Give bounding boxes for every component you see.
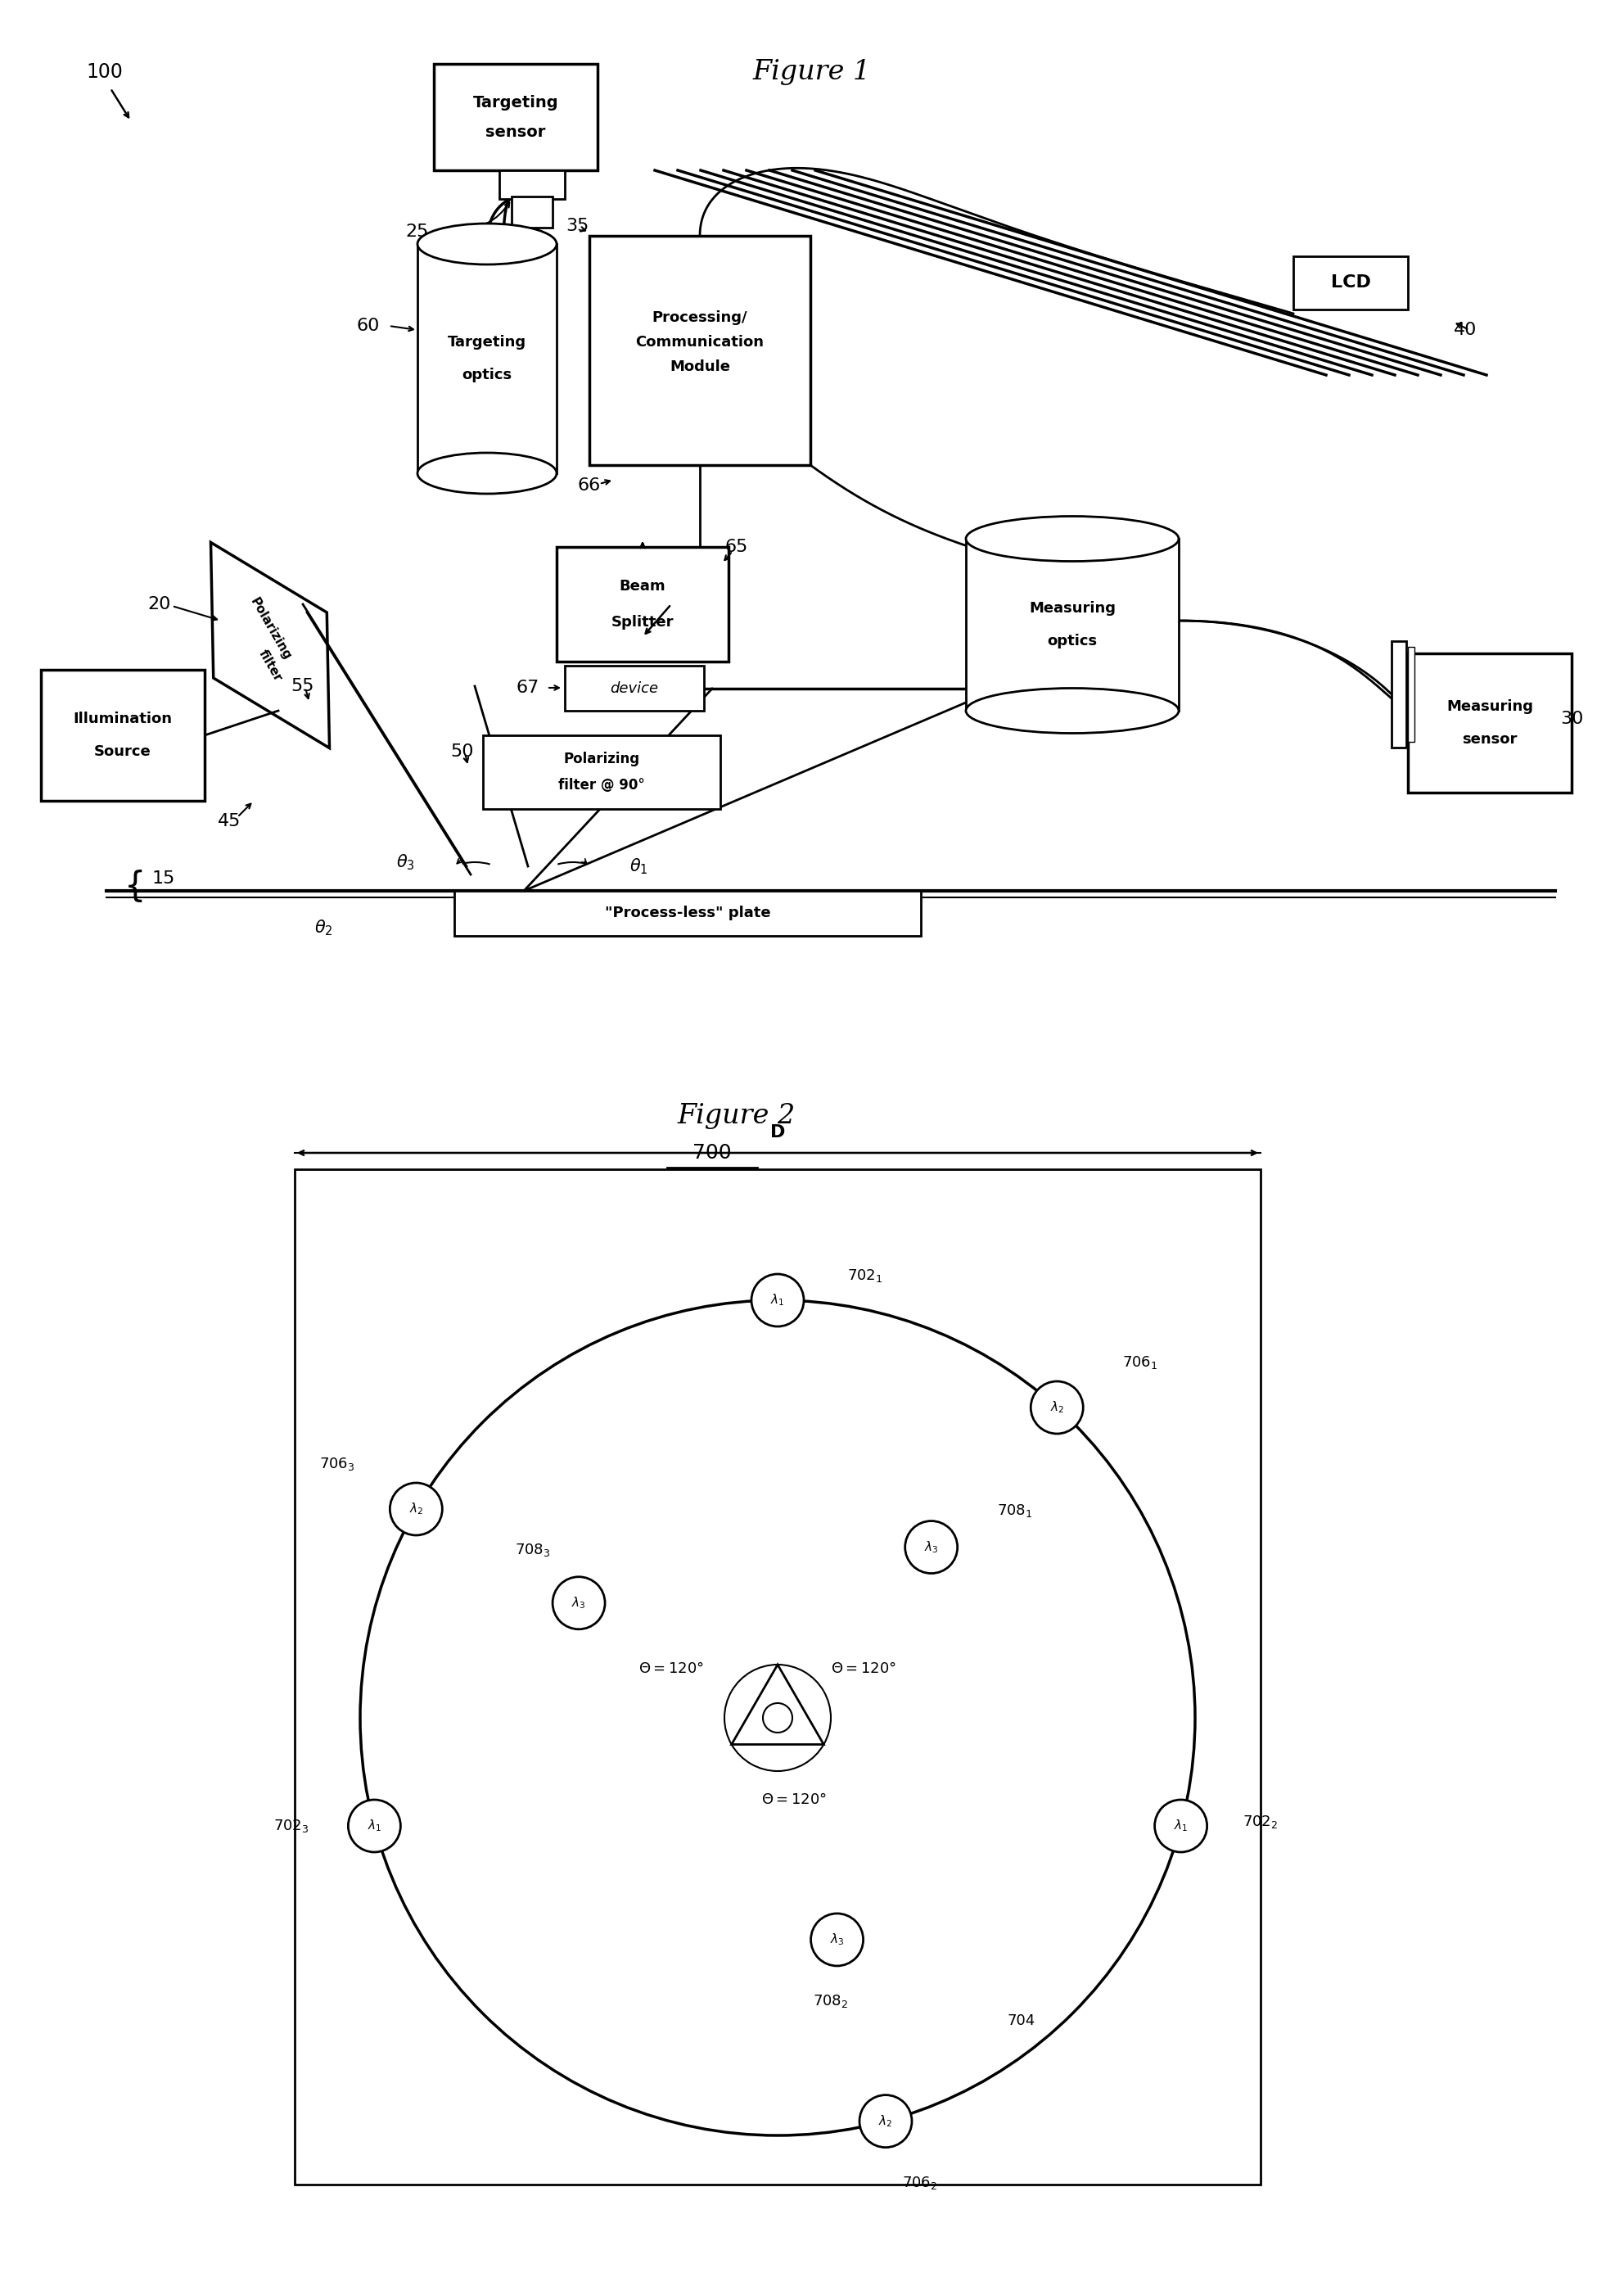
Circle shape — [905, 1521, 958, 1574]
Text: $\Theta = 120°$: $\Theta = 120°$ — [638, 1661, 703, 1677]
Text: Polarizing: Polarizing — [564, 751, 640, 767]
Text: $\Theta = 120°$: $\Theta = 120°$ — [831, 1661, 896, 1677]
Text: LCD: LCD — [1330, 275, 1371, 291]
Text: "Process-less" plate: "Process-less" plate — [604, 905, 770, 921]
Text: 40: 40 — [1453, 321, 1476, 339]
Text: 30: 30 — [1561, 710, 1583, 726]
Text: 700: 700 — [693, 1143, 732, 1164]
Text: $\theta_3$: $\theta_3$ — [396, 852, 414, 873]
Text: 704: 704 — [1007, 2014, 1034, 2028]
Text: $\lambda_1$: $\lambda_1$ — [1174, 1819, 1189, 1833]
Text: Module: Module — [669, 360, 731, 373]
Circle shape — [552, 1576, 606, 1629]
Text: Processing/: Processing/ — [653, 309, 747, 325]
Text: $706_2$: $706_2$ — [901, 2174, 937, 2190]
Text: $702_1$: $702_1$ — [848, 1267, 883, 1283]
Text: Splitter: Splitter — [611, 614, 674, 630]
Text: optics: optics — [1047, 635, 1098, 648]
Text: $\lambda_3$: $\lambda_3$ — [830, 1931, 844, 1947]
Ellipse shape — [417, 454, 557, 495]
Circle shape — [810, 1913, 864, 1966]
Text: $\lambda_3$: $\lambda_3$ — [924, 1540, 939, 1556]
Bar — [590, 236, 810, 465]
Text: device: device — [611, 680, 659, 696]
Ellipse shape — [417, 225, 557, 263]
Text: D: D — [770, 1125, 784, 1141]
Text: $\lambda_3$: $\lambda_3$ — [572, 1595, 586, 1611]
Circle shape — [752, 1274, 804, 1326]
Bar — [1392, 641, 1406, 747]
Text: sensor: sensor — [1462, 733, 1517, 747]
Text: filter: filter — [257, 648, 284, 683]
Text: 35: 35 — [565, 218, 588, 234]
Text: Figure 1: Figure 1 — [754, 60, 870, 85]
Text: $702_3$: $702_3$ — [273, 1817, 309, 1835]
Text: $\lambda_2$: $\lambda_2$ — [879, 2115, 893, 2128]
Text: $706_3$: $706_3$ — [318, 1455, 354, 1473]
Circle shape — [1155, 1801, 1207, 1851]
Text: 60: 60 — [357, 318, 380, 334]
Bar — [499, 170, 565, 199]
Circle shape — [390, 1482, 442, 1535]
Text: $\Theta = 120°$: $\Theta = 120°$ — [762, 1792, 827, 1808]
Text: $708_2$: $708_2$ — [812, 1993, 848, 2009]
Bar — [512, 197, 552, 227]
Bar — [557, 548, 729, 662]
Bar — [482, 735, 721, 809]
Text: 15: 15 — [153, 871, 175, 887]
Text: Targeting: Targeting — [448, 334, 526, 351]
Circle shape — [1031, 1381, 1083, 1434]
Bar — [1293, 257, 1408, 309]
Text: $\lambda_2$: $\lambda_2$ — [409, 1501, 424, 1517]
Bar — [455, 891, 921, 937]
Text: Measuring: Measuring — [1447, 699, 1533, 715]
Text: {: { — [123, 871, 146, 905]
Text: $\theta_1$: $\theta_1$ — [628, 857, 648, 875]
Text: $\lambda_2$: $\lambda_2$ — [1049, 1400, 1064, 1416]
Text: 20: 20 — [148, 596, 171, 612]
Text: 100: 100 — [86, 62, 123, 82]
Text: 65: 65 — [724, 538, 749, 554]
Bar — [417, 245, 557, 474]
Text: Source: Source — [94, 745, 151, 758]
Circle shape — [348, 1801, 401, 1851]
Text: Communication: Communication — [635, 334, 765, 351]
Text: Polarizing: Polarizing — [247, 596, 292, 662]
Text: filter @ 90°: filter @ 90° — [559, 779, 645, 793]
Text: 55: 55 — [291, 678, 315, 694]
Text: 66: 66 — [578, 477, 601, 495]
Text: optics: optics — [461, 367, 512, 383]
Ellipse shape — [966, 687, 1179, 733]
Text: Measuring: Measuring — [1030, 600, 1116, 616]
Text: $\theta_2$: $\theta_2$ — [313, 919, 333, 937]
Text: 25: 25 — [406, 225, 429, 241]
Text: 45: 45 — [218, 813, 240, 829]
Bar — [1408, 646, 1415, 742]
Text: $708_3$: $708_3$ — [515, 1542, 551, 1558]
Text: $\lambda_1$: $\lambda_1$ — [770, 1292, 784, 1308]
Text: 67: 67 — [516, 680, 539, 696]
Text: 50: 50 — [451, 745, 474, 761]
Text: Beam: Beam — [619, 580, 666, 593]
Text: $\lambda_1$: $\lambda_1$ — [367, 1819, 382, 1833]
Text: Targeting: Targeting — [473, 94, 559, 110]
Text: $708_1$: $708_1$ — [997, 1503, 1033, 1519]
Bar — [294, 1168, 1260, 2186]
Text: $706_1$: $706_1$ — [1122, 1354, 1158, 1370]
Bar — [565, 667, 703, 710]
Bar — [966, 538, 1179, 710]
Text: Figure 2: Figure 2 — [677, 1102, 796, 1129]
Text: sensor: sensor — [486, 124, 546, 140]
Text: $702_2$: $702_2$ — [1242, 1814, 1278, 1831]
Circle shape — [859, 2094, 911, 2147]
Bar — [41, 669, 205, 802]
Bar — [1408, 653, 1572, 793]
Bar — [434, 64, 598, 170]
Text: Illumination: Illumination — [73, 713, 172, 726]
Ellipse shape — [966, 515, 1179, 561]
